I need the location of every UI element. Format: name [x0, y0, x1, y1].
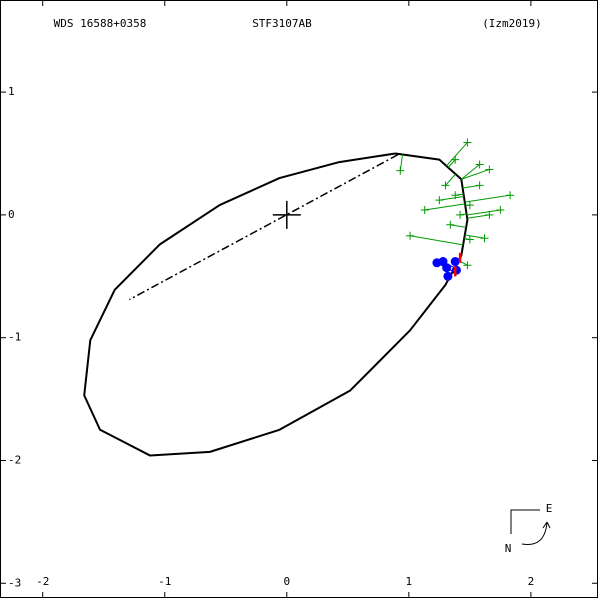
- x-tick-label: -1: [158, 575, 171, 588]
- x-tick-label: 1: [406, 575, 413, 588]
- observation: [435, 196, 444, 205]
- residual: [461, 168, 490, 180]
- residual: [409, 235, 464, 246]
- compass-north: N: [505, 542, 512, 555]
- y-tick-label: -1: [8, 331, 21, 344]
- observation: [485, 210, 494, 219]
- y-tick-label: -3: [8, 576, 21, 589]
- observation: [420, 205, 429, 214]
- residual: [424, 203, 466, 211]
- x-tick-label: -2: [36, 575, 49, 588]
- primary-star: [272, 200, 301, 229]
- observation: [480, 234, 489, 243]
- observation: [438, 257, 448, 267]
- observation: [441, 181, 450, 190]
- y-tick-label: 0: [8, 208, 15, 221]
- observation: [451, 191, 460, 200]
- residual: [461, 164, 480, 180]
- residual: [447, 159, 456, 168]
- compass-east: E: [546, 502, 553, 515]
- y-tick-label: -2: [8, 453, 21, 466]
- observation: [475, 181, 484, 190]
- node-line: [129, 154, 399, 301]
- x-tick-label: 2: [528, 575, 535, 588]
- residual: [445, 173, 456, 186]
- residual: [466, 209, 501, 216]
- observation: [451, 155, 460, 164]
- observation: [396, 166, 405, 175]
- observation: [463, 138, 472, 147]
- y-tick-label: 1: [8, 85, 15, 98]
- residual: [467, 214, 490, 219]
- chart-subtitle: WDS 16588+0358: [54, 17, 147, 30]
- observation: [456, 210, 465, 219]
- observation: [465, 201, 474, 210]
- annotation: (Izm2019): [482, 17, 542, 30]
- observation: [485, 165, 494, 174]
- residual: [464, 234, 485, 239]
- observation: [406, 231, 415, 240]
- observation: [506, 191, 515, 200]
- observation: [496, 205, 505, 214]
- observation: [465, 235, 474, 244]
- orbit-line: [83, 152, 469, 457]
- observation: [463, 261, 472, 270]
- residual: [464, 194, 511, 203]
- observation: [446, 220, 455, 229]
- observation: [475, 160, 484, 169]
- compass: [510, 509, 551, 546]
- x-tick-label: 0: [283, 575, 290, 588]
- observation: [443, 271, 453, 281]
- residual: [446, 142, 468, 167]
- residual: [439, 195, 464, 201]
- observation: [450, 257, 460, 267]
- chart-title: STF3107AB: [252, 17, 312, 30]
